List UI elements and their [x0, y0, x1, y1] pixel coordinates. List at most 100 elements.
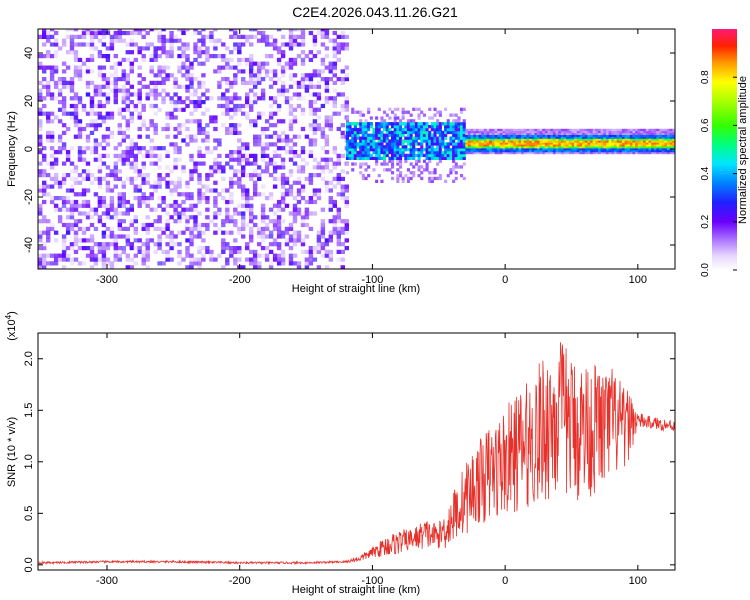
- spectrogram-cell: [587, 132, 591, 135]
- spectrogram-cell: [590, 144, 594, 147]
- spectrogram-cell: [430, 125, 434, 129]
- spectrogram-cell: [97, 180, 103, 185]
- spectrogram-cell: [632, 144, 636, 147]
- spectrogram-cell: [85, 42, 91, 47]
- spectrogram-cell: [608, 150, 612, 153]
- spectrogram-cell: [165, 226, 170, 231]
- spectrogram-cell: [396, 125, 400, 129]
- spectrogram-cell: [590, 140, 594, 143]
- spectrogram-cell: [257, 192, 262, 197]
- spectrogram-cell: [117, 234, 122, 239]
- spectrogram-cell: [300, 169, 306, 174]
- spectrogram-cell: [356, 153, 360, 158]
- spectrogram-cell: [563, 151, 567, 155]
- spectrogram-cell: [169, 100, 174, 105]
- spectrogram-cell: [529, 136, 533, 139]
- spectrogram-cell: [672, 136, 675, 139]
- spectrogram-cell: [197, 38, 202, 43]
- spectrogram-cell: [446, 125, 450, 129]
- spectrogram-cell: [53, 180, 59, 185]
- spectrogram-cell: [661, 136, 665, 139]
- spectrogram-cell: [587, 138, 591, 141]
- spectrogram-cell: [189, 253, 194, 258]
- spectrogram-cell: [149, 184, 154, 189]
- spectrogram-cell: [608, 128, 612, 132]
- spectrogram-cell: [165, 123, 170, 128]
- spectrogram-cell: [85, 169, 91, 174]
- spectrogram-cell: [133, 219, 138, 224]
- spectrogram-cell: [181, 211, 186, 216]
- spectrogram-cell: [260, 65, 266, 70]
- spectrogram-cell: [587, 136, 591, 139]
- spectrogram-cell: [486, 138, 490, 141]
- spectrogram-cell: [486, 144, 490, 147]
- spectrogram-cell: [185, 226, 190, 231]
- spectrogram-cell: [276, 103, 282, 109]
- spectrogram-cell: [145, 203, 150, 208]
- spectrogram-cell: [584, 134, 588, 137]
- spectrogram-cell: [425, 165, 429, 169]
- spectrogram-cell: [173, 142, 178, 147]
- spectrogram-cell: [452, 159, 456, 163]
- spectrogram-cell: [201, 92, 206, 97]
- spectrogram-cell: [375, 116, 379, 120]
- spectrogram-cell: [468, 144, 472, 147]
- spectrogram-cell: [483, 144, 487, 147]
- spectrogram-cell: [436, 142, 440, 146]
- spectrogram-cell: [165, 253, 170, 258]
- spectrogram-cell: [383, 122, 387, 126]
- spectrogram-cell: [345, 162, 349, 166]
- spectrogram-cell: [65, 173, 71, 178]
- spectrogram-cell: [57, 196, 63, 201]
- spectrogram-cell: [280, 184, 286, 189]
- spectrogram-cell: [526, 150, 530, 153]
- spectrogram-cell: [669, 136, 673, 139]
- spectrogram-cell: [653, 151, 657, 155]
- spectrogram-cell: [312, 173, 318, 178]
- spectrogram-cell: [348, 153, 352, 158]
- spectrogram-cell: [121, 234, 126, 239]
- spectrogram-cell: [233, 103, 238, 109]
- spectrogram-cell: [89, 119, 95, 124]
- spectrogram-cell: [454, 156, 458, 160]
- spectrogram-cell: [457, 122, 461, 126]
- snr-ylabel: SNR (10 * v/v): [6, 417, 18, 487]
- spectrogram-cell: [141, 54, 146, 59]
- spectrogram-cell: [264, 61, 270, 66]
- spectrogram-cell: [542, 146, 546, 149]
- spectrogram-cell: [53, 196, 59, 201]
- spectrogram-cell: [534, 138, 538, 141]
- spectrogram-cell: [614, 132, 618, 135]
- spectrogram-cell: [197, 257, 202, 262]
- spectrogram-cell: [367, 153, 371, 158]
- spectrogram-cell: [241, 103, 246, 109]
- spectrogram-cell: [272, 100, 278, 105]
- spectrogram-cell: [312, 192, 318, 197]
- spectrogram-cell: [241, 42, 246, 47]
- spectrogram-cell: [185, 249, 190, 254]
- spectrogram-cell: [385, 133, 389, 137]
- spectrogram-cell: [364, 125, 368, 129]
- spectrogram-cell: [383, 110, 387, 114]
- spectrogram-cell: [149, 29, 154, 32]
- spectrogram-cell: [121, 69, 126, 74]
- spectrogram-cell: [101, 234, 107, 239]
- spectrogram-cell: [229, 84, 234, 89]
- spectrogram-cell: [369, 125, 373, 129]
- spectrogram-cell: [406, 127, 410, 132]
- spectrogram-cell: [653, 128, 657, 132]
- spectrogram-cell: [169, 188, 174, 193]
- spectrogram-cell: [141, 165, 146, 170]
- spectrogram-cell: [260, 77, 266, 82]
- spectrogram-cell: [276, 46, 282, 51]
- spectrogram-cell: [361, 174, 365, 178]
- spectrogram-cell: [393, 145, 397, 149]
- spectrogram-cell: [109, 134, 115, 139]
- spectrogram-cell: [213, 188, 218, 193]
- spectrogram-cell: [177, 84, 182, 89]
- spectrogram-cell: [276, 29, 282, 32]
- spectrogram-cell: [667, 151, 671, 155]
- spectrogram-cell: [367, 174, 371, 178]
- spectrogram-cell: [93, 84, 99, 89]
